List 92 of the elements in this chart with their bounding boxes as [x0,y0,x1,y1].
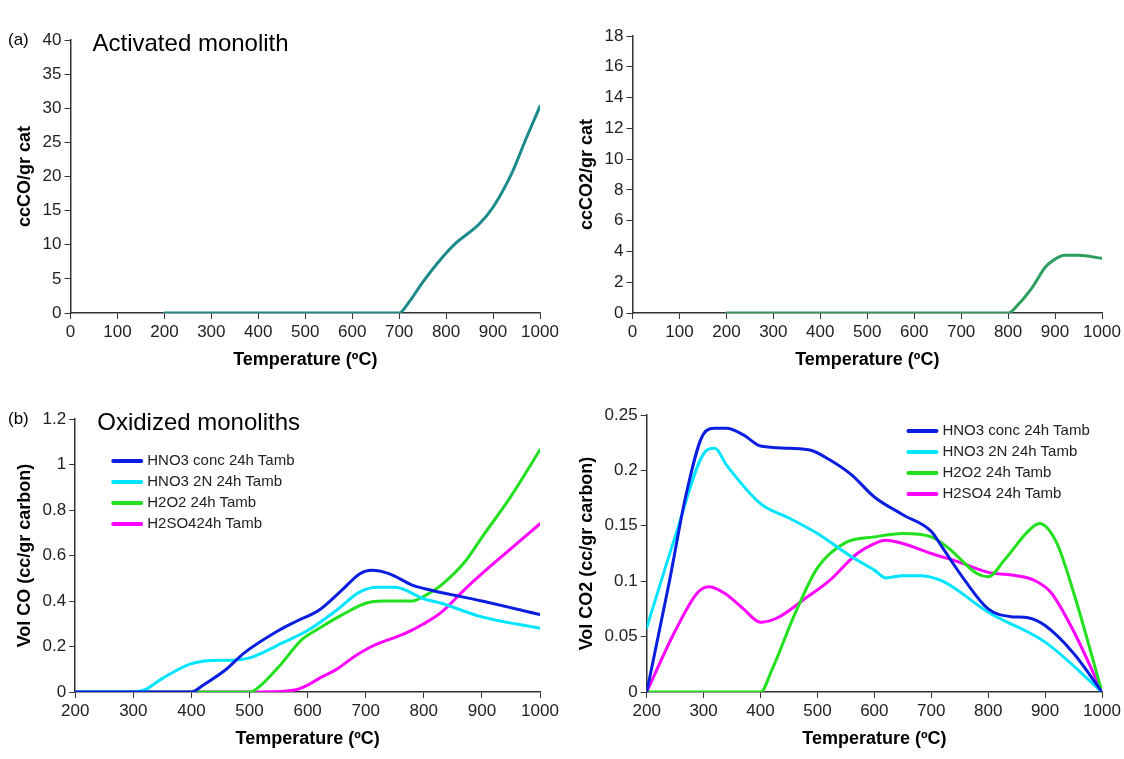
y-tick-label: 35 [42,63,62,83]
y-tick-label: 0.4 [42,590,67,610]
y-tick-label: 0 [614,302,624,322]
legend-label: HNO3 conc 24h Tamb [942,421,1090,439]
y-tick-label: 0.15 [604,515,638,535]
text: (a) [8,30,29,50]
legend-label: H2SO424h Tamb [147,514,263,532]
x-tick-label: 200 [632,700,661,720]
x-tick-label: 800 [431,321,461,341]
x-tick-label: 400 [244,321,273,341]
x-tick-label: 200 [61,700,90,720]
x-tick-label: 200 [712,321,741,341]
x-tick-label: 700 [917,700,946,720]
x-tick-label: 900 [1040,321,1070,341]
x-axis-title: Temperature (ºC) [802,728,947,749]
y-tick-label: 0 [628,681,638,701]
y-tick-label: 8 [614,179,624,199]
y-tick-label: 10 [604,148,624,168]
x-tick-label: 600 [338,321,367,341]
x-axis-title: Temperature (ºC) [233,349,378,370]
y-tick-label: 4 [614,241,624,261]
x-tick-label: 800 [973,700,1003,720]
x-tick-label: 100 [665,321,694,341]
line-series [724,253,1102,313]
y-tick-label: 6 [614,210,624,230]
y-tick-label: 25 [42,132,62,152]
y-tick-label: 0.1 [614,570,638,590]
x-tick-label: 600 [293,700,322,720]
y-tick-label: 20 [42,166,62,186]
legend-label: HNO3 conc 24h Tamb [147,451,295,469]
chart-title: Activated monolith [92,28,289,56]
line-series [162,104,540,313]
y-tick-label: 16 [604,56,624,76]
y-tick-label: 0.05 [604,626,638,646]
y-tick-label: 15 [42,200,62,220]
y-tick-label: 30 [42,97,62,117]
legend-label: H2O2 24h Tamb [147,493,257,511]
y-tick-label: 0 [56,681,67,701]
x-tick-label: 700 [351,700,380,720]
x-tick-label: 900 [1030,700,1060,720]
x-tick-label: 100 [103,321,132,341]
legend-label: H2SO4 24h Tamb [942,484,1062,502]
y-axis-title: Vol CO (cc/gr carbon) [13,463,34,648]
x-axis-title: Temperature (ºC) [795,349,940,370]
y-tick-label: 0 [52,302,62,322]
y-tick-label: 10 [42,234,62,254]
x-tick-label: 300 [119,700,148,720]
x-tick-label: 700 [946,321,976,341]
x-tick-label: 800 [993,321,1023,341]
x-tick-label: 400 [177,700,206,720]
legend-label: H2O2 24h Tamb [942,463,1052,481]
x-tick-label: 500 [235,700,264,720]
y-tick-label: 0.2 [42,636,67,656]
x-tick-label: 500 [291,321,320,341]
text: (b) [8,409,29,429]
y-axis-title: Vol CO2 (cc/gr carbon) [575,456,596,651]
y-axis-title: ccCO/gr cat [13,125,34,228]
y-tick-label: 5 [52,268,62,288]
legend-label: HNO3 2N 24h Tamb [147,472,283,490]
y-tick-label: 40 [42,29,62,49]
x-tick-label: 700 [384,321,414,341]
y-tick-label: 0.25 [604,404,638,424]
x-tick-label: 900 [467,700,497,720]
x-tick-label: 600 [860,700,889,720]
x-tick-label: 400 [806,321,835,341]
x-tick-label: 800 [409,700,438,720]
x-tick-label: 500 [803,700,832,720]
x-tick-label: 1000 [1083,700,1121,720]
y-tick-label: 1.2 [42,408,67,428]
y-tick-label: 0.6 [42,545,67,565]
x-axis-title: Temperature (ºC) [235,728,380,749]
y-axis-title: ccCO2/gr cat [575,118,596,231]
x-tick-label: 300 [689,700,718,720]
y-tick-label: 0.2 [614,460,638,480]
y-tick-label: 1 [56,454,67,474]
chart-title: Oxidized monoliths [97,407,300,435]
x-tick-label: 1000 [521,321,559,341]
x-tick-label: 300 [197,321,226,341]
y-tick-label: 0.8 [42,499,67,519]
y-tick-label: 12 [604,118,624,138]
legend-label: HNO3 2N 24h Tamb [942,442,1078,460]
x-tick-label: 200 [150,321,179,341]
x-tick-label: 1000 [521,700,559,720]
x-tick-label: 300 [759,321,788,341]
x-tick-label: 1000 [1083,321,1121,341]
x-tick-label: 400 [746,700,775,720]
x-tick-label: 600 [900,321,929,341]
x-tick-label: 900 [478,321,508,341]
x-tick-label: 500 [853,321,882,341]
y-tick-label: 18 [604,25,624,45]
y-tick-label: 14 [604,87,624,107]
y-tick-label: 2 [614,271,624,291]
